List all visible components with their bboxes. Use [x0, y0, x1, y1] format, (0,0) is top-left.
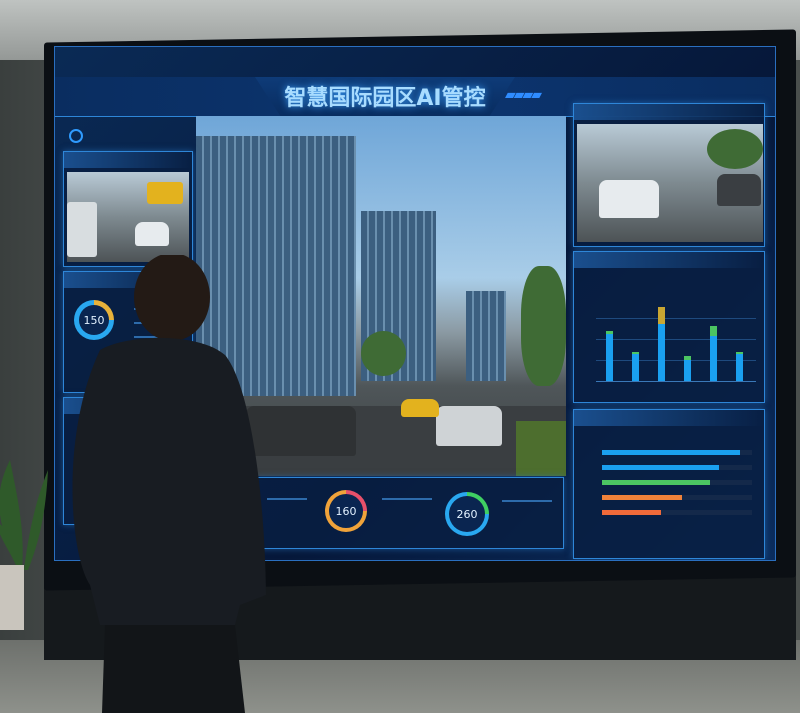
hbar — [602, 495, 682, 500]
bar — [632, 354, 639, 381]
ring-gauge: 160 — [325, 490, 367, 532]
hbar-chart-panel — [573, 409, 765, 559]
bar-segment — [710, 325, 717, 337]
tree — [707, 129, 763, 169]
hbar-track — [602, 510, 752, 515]
gauge-value: 260 — [449, 496, 485, 532]
panel-header — [574, 410, 764, 426]
circle-logo-icon — [69, 129, 83, 143]
camera-feed — [67, 172, 189, 262]
gauge-value: 150 — [79, 305, 109, 335]
status-line — [382, 498, 432, 500]
stripes-icon: ▰▰▰▰ — [505, 87, 542, 103]
grass — [516, 421, 566, 476]
car — [436, 406, 502, 446]
hbar — [602, 465, 719, 470]
bar — [684, 360, 691, 381]
hbar — [602, 510, 661, 515]
camera-panel-left — [63, 151, 193, 267]
horizontal-bar-chart — [574, 450, 766, 530]
tree — [361, 331, 406, 376]
bar-segment — [736, 352, 743, 355]
car — [599, 180, 659, 218]
panel-header — [574, 252, 764, 268]
bus — [67, 202, 97, 257]
status-strip: 160 260 — [256, 477, 564, 549]
bar-segment — [606, 331, 613, 334]
donut-gauge: 150 — [74, 300, 114, 340]
hbar — [602, 450, 740, 455]
bar-segment — [632, 351, 639, 355]
bar — [658, 323, 665, 381]
bar-chart — [596, 298, 756, 382]
person-silhouette — [72, 255, 266, 713]
panel-header — [574, 104, 764, 120]
bar — [606, 333, 613, 381]
status-line — [502, 500, 552, 502]
camera-panel-right — [573, 103, 765, 247]
building — [466, 291, 506, 381]
bar-segment — [658, 307, 665, 324]
status-line — [267, 498, 307, 500]
bus — [147, 182, 183, 204]
panel-header — [64, 152, 192, 168]
bar-chart-panel — [573, 251, 765, 403]
tree — [521, 266, 566, 386]
hbar — [602, 480, 710, 485]
car — [246, 406, 356, 456]
car — [135, 222, 169, 246]
bar-segment — [684, 355, 691, 360]
car — [717, 174, 761, 206]
car — [401, 399, 439, 417]
camera-feed — [577, 124, 763, 242]
dashboard-title: 智慧国际园区AI管控 — [284, 86, 486, 111]
bar — [710, 336, 717, 381]
potted-plant — [0, 460, 48, 630]
ring-gauge: 260 — [445, 492, 489, 536]
building — [196, 136, 356, 396]
bar — [736, 354, 743, 381]
main-video-feed — [196, 116, 566, 476]
gauge-value: 160 — [329, 494, 363, 528]
